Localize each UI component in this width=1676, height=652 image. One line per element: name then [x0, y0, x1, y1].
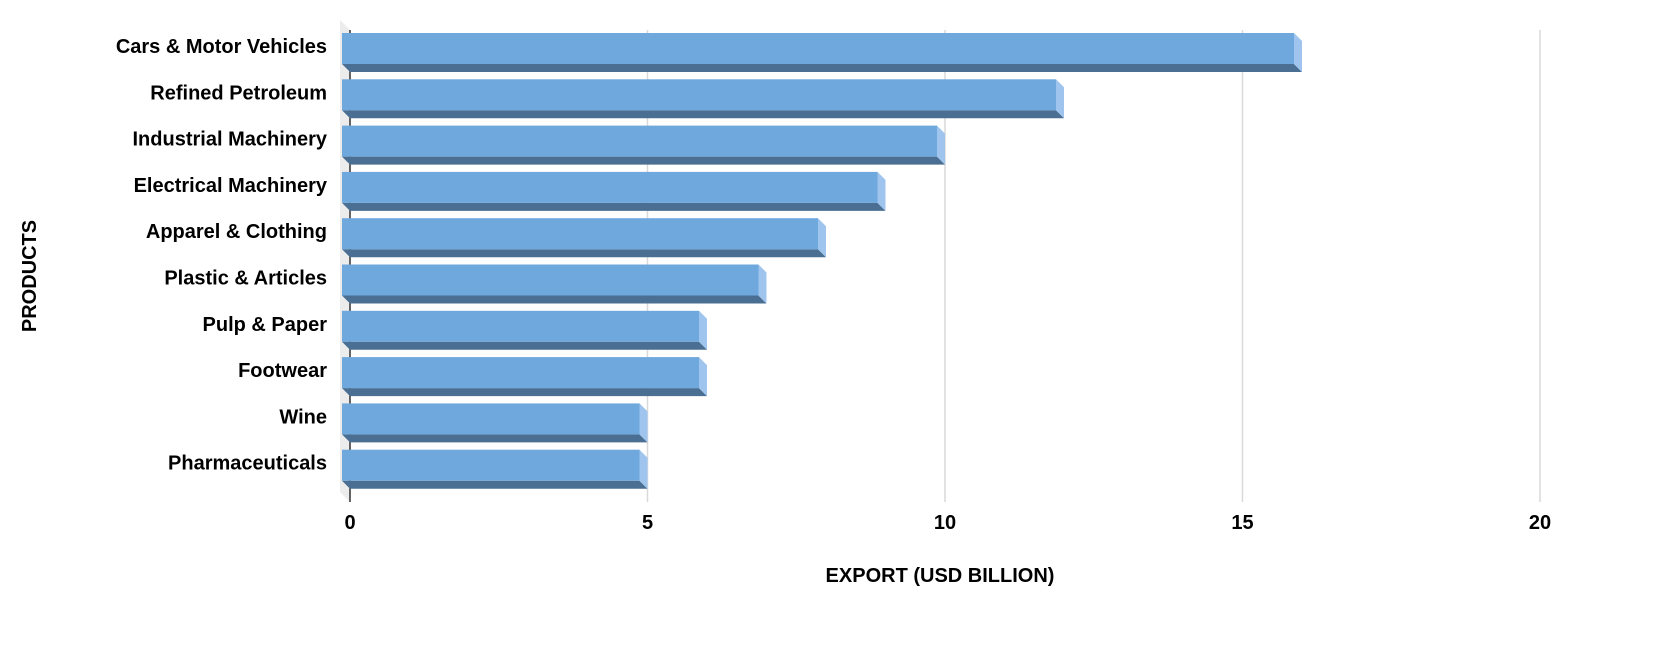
category-label: Footwear	[238, 360, 327, 382]
x-tick-label: 0	[344, 512, 355, 534]
bar-side-face	[1056, 79, 1064, 119]
bar	[342, 264, 767, 304]
category-labels: Cars & Motor Vehicles Refined Petroleum In…	[116, 36, 328, 475]
bar	[342, 125, 945, 165]
bar-bottom-face	[342, 249, 826, 258]
category-label: Wine	[279, 406, 327, 428]
bar-front-face	[342, 403, 640, 435]
bar	[342, 218, 826, 258]
x-tick-labels: 0 5 10 15 20	[344, 512, 1551, 534]
bar	[342, 403, 648, 443]
bar-front-face	[342, 33, 1294, 64]
bar-front-face	[342, 171, 878, 203]
bar	[342, 171, 886, 211]
bar	[342, 33, 1302, 72]
bar-side-face	[758, 264, 767, 304]
bar-front-face	[342, 125, 937, 157]
bar-bottom-face	[342, 110, 1064, 119]
category-label: Refined Petroleum	[150, 82, 327, 104]
bar-bottom-face	[342, 434, 648, 443]
bar-bottom-face	[342, 480, 648, 489]
bar-front-face	[342, 357, 699, 389]
x-tick-label: 10	[934, 512, 956, 534]
bar-side-face	[877, 171, 886, 211]
bar-front-face	[342, 79, 1056, 111]
category-label: Industrial Machinery	[133, 129, 328, 151]
bar-side-face	[639, 449, 648, 489]
bar-side-face	[639, 403, 648, 443]
bar-front-face	[342, 310, 699, 342]
bar-bottom-face	[342, 341, 707, 350]
x-tick-label: 5	[642, 512, 653, 534]
bar-bottom-face	[342, 156, 945, 165]
bar-front-face	[342, 264, 759, 296]
category-label: Plastic & Articles	[164, 268, 327, 290]
bar-side-face	[699, 357, 707, 397]
bar-side-face	[699, 310, 707, 350]
bars	[342, 33, 1302, 489]
bar-front-face	[342, 218, 818, 250]
bar-bottom-face	[342, 295, 767, 304]
bar	[342, 357, 707, 397]
category-label: Pulp & Paper	[203, 314, 328, 336]
bar-side-face	[1294, 33, 1302, 72]
x-tick-label: 20	[1529, 512, 1551, 534]
bar	[342, 79, 1064, 119]
bar	[342, 310, 707, 350]
category-label: Pharmaceuticals	[168, 453, 327, 475]
bar-bottom-face	[342, 202, 886, 211]
x-axis-title: EXPORT (USD BILLION)	[826, 565, 1055, 587]
category-label: Cars & Motor Vehicles	[116, 36, 327, 58]
bar-front-face	[342, 449, 640, 481]
bar	[342, 449, 648, 489]
category-label: Apparel & Clothing	[146, 221, 327, 243]
bar-bottom-face	[342, 388, 707, 397]
x-tick-label: 15	[1231, 512, 1253, 534]
bar-side-face	[818, 218, 826, 258]
bar-side-face	[937, 125, 945, 165]
bar-bottom-face	[342, 64, 1302, 72]
y-axis-title: PRODUCTS	[19, 220, 41, 332]
category-label: Electrical Machinery	[134, 175, 328, 197]
